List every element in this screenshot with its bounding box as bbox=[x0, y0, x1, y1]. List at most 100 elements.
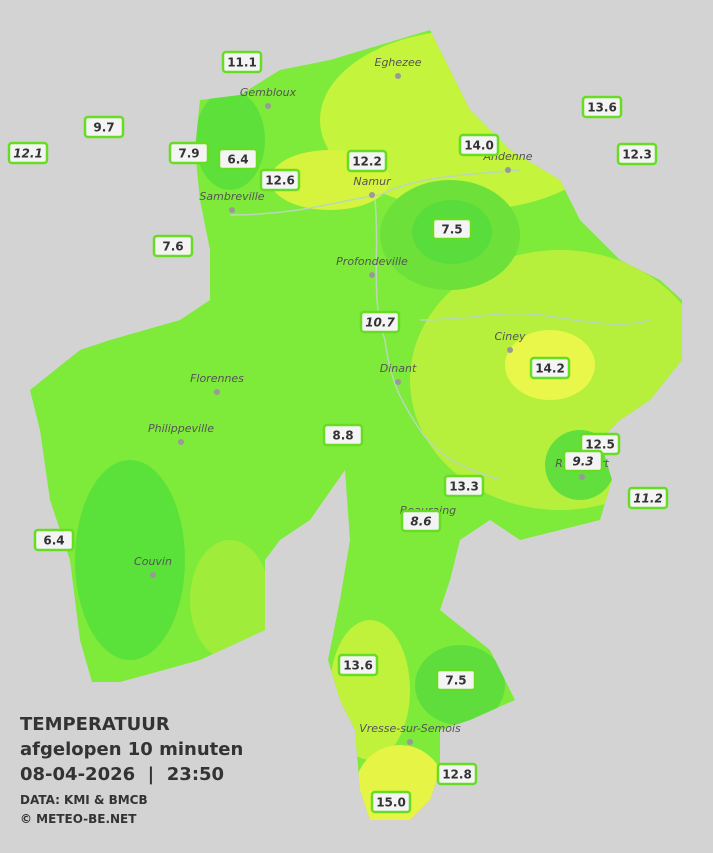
station: 12.6 bbox=[259, 168, 301, 192]
city-label: Gembloux bbox=[240, 86, 297, 99]
station-value: 13.3 bbox=[449, 480, 479, 494]
copyright: © METEO-BE.NET bbox=[20, 812, 137, 826]
city-dot bbox=[505, 167, 511, 173]
station-value: 13.6 bbox=[587, 101, 617, 115]
city-label: Profondeville bbox=[336, 255, 408, 268]
station-box bbox=[562, 449, 604, 473]
station-box bbox=[337, 653, 379, 677]
city-dot bbox=[395, 379, 401, 385]
city-dot bbox=[369, 192, 375, 198]
station-value: 12.6 bbox=[265, 174, 295, 188]
subtitle: afgelopen 10 minuten bbox=[20, 739, 243, 760]
city-dot bbox=[265, 103, 271, 109]
station-box bbox=[435, 668, 477, 692]
station-value: 10.7 bbox=[365, 316, 395, 330]
city-label: Ciney bbox=[495, 330, 526, 343]
city-label: Namur bbox=[353, 175, 392, 188]
station-box bbox=[370, 790, 412, 814]
station-value: 12.2 bbox=[352, 155, 382, 169]
station: 12.2 bbox=[346, 149, 388, 173]
station: 9.7 bbox=[83, 115, 125, 139]
city-dot bbox=[229, 207, 235, 213]
station-box bbox=[616, 142, 658, 166]
station-value: 14.2 bbox=[535, 362, 565, 376]
station-box bbox=[322, 423, 364, 447]
station-value: 11.2 bbox=[633, 492, 663, 506]
station-value: 8.6 bbox=[410, 515, 431, 529]
station: 8.6 bbox=[400, 509, 442, 533]
city-dot bbox=[214, 389, 220, 395]
station: 13.6 bbox=[581, 95, 623, 119]
station-value: 14.0 bbox=[464, 139, 494, 153]
city-label: Vresse-sur-Semois bbox=[359, 722, 461, 735]
station-box bbox=[7, 141, 49, 165]
station-value: 11.1 bbox=[227, 56, 257, 70]
station-box bbox=[152, 234, 194, 258]
city-label: Dinant bbox=[380, 362, 417, 375]
city-dot bbox=[407, 739, 413, 745]
station-value: 13.6 bbox=[343, 659, 373, 673]
station-box bbox=[431, 217, 473, 241]
station-box bbox=[400, 509, 442, 533]
station-box bbox=[346, 149, 388, 173]
station-box bbox=[627, 486, 669, 510]
station-value: 12.5 bbox=[585, 438, 615, 452]
station: 9.3 bbox=[562, 449, 604, 473]
station: 6.4 bbox=[217, 147, 259, 171]
station-box bbox=[458, 133, 500, 157]
station-value: 12.3 bbox=[622, 148, 652, 162]
city-dot bbox=[178, 439, 184, 445]
station-box bbox=[217, 147, 259, 171]
city-label: Philippeville bbox=[148, 422, 214, 435]
station-box bbox=[221, 50, 263, 74]
city-dot bbox=[579, 474, 585, 480]
station-box bbox=[436, 762, 478, 786]
station-box bbox=[83, 115, 125, 139]
city-label: Couvin bbox=[134, 555, 172, 568]
title: TEMPERATUUR bbox=[20, 714, 170, 735]
timestamp: 08-04-2026 | 23:50 bbox=[20, 764, 224, 785]
city-label: Eghezee bbox=[375, 56, 422, 69]
source: DATA: KMI & BMCB bbox=[20, 793, 148, 807]
station-value: 6.4 bbox=[43, 534, 64, 548]
station: 11.2 bbox=[627, 486, 669, 510]
city-dot bbox=[395, 73, 401, 79]
station: 8.8 bbox=[322, 423, 364, 447]
station-value: 12.1 bbox=[13, 147, 43, 161]
station-box bbox=[33, 528, 75, 552]
city-dot bbox=[507, 347, 513, 353]
station: 15.0 bbox=[370, 790, 412, 814]
station-box bbox=[443, 474, 485, 498]
station: 14.2 bbox=[529, 356, 571, 380]
station-box bbox=[529, 356, 571, 380]
station: 7.5 bbox=[435, 668, 477, 692]
city-label: Florennes bbox=[190, 372, 244, 385]
station-value: 7.9 bbox=[178, 147, 199, 161]
station: 6.4 bbox=[33, 528, 75, 552]
station-box bbox=[259, 168, 301, 192]
station: 12.5 bbox=[579, 432, 621, 456]
station-value: 7.5 bbox=[441, 223, 462, 237]
station: 7.6 bbox=[152, 234, 194, 258]
city-dot bbox=[369, 272, 375, 278]
station-value: 9.7 bbox=[93, 121, 114, 135]
station: 7.9 bbox=[168, 141, 210, 165]
rivers bbox=[229, 169, 651, 481]
station-value: 15.0 bbox=[376, 796, 406, 810]
station-value: 6.4 bbox=[227, 153, 248, 167]
station: 13.6 bbox=[337, 653, 379, 677]
station: 12.3 bbox=[616, 142, 658, 166]
station-value: 12.8 bbox=[442, 768, 472, 782]
station-value: 7.6 bbox=[162, 240, 183, 254]
station: 13.3 bbox=[443, 474, 485, 498]
city-label: Sambreville bbox=[199, 190, 264, 203]
station-box bbox=[168, 141, 210, 165]
station: 12.1 bbox=[7, 141, 49, 165]
city-dot bbox=[150, 572, 156, 578]
station: 11.1 bbox=[221, 50, 263, 74]
station: 14.0 bbox=[458, 133, 500, 157]
station-box bbox=[359, 310, 401, 334]
station: 12.8 bbox=[436, 762, 478, 786]
station: 7.5 bbox=[431, 217, 473, 241]
